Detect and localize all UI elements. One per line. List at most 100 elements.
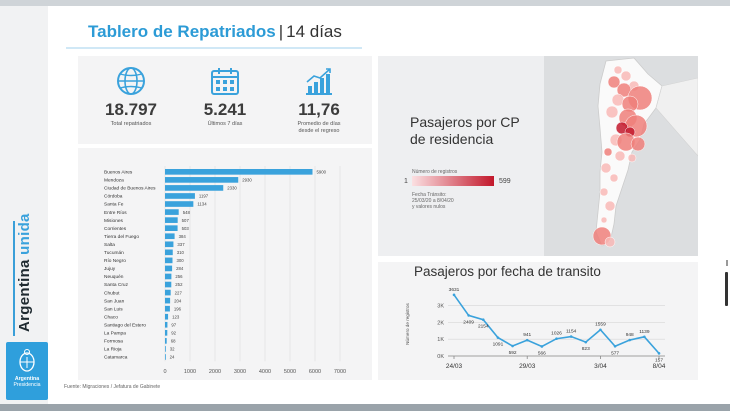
line-point	[657, 352, 661, 355]
bar	[165, 313, 169, 320]
line-x-tick-label: 29/03	[519, 363, 536, 370]
line-y-tick-label: 3K	[437, 303, 444, 309]
neighbor-shape	[655, 77, 698, 157]
map-legend-gradient	[412, 176, 494, 186]
line-value-label: 948	[626, 332, 634, 338]
bar-value-label: 300	[177, 258, 185, 263]
line-value-label: 1091	[493, 342, 504, 348]
source-note: Fuente: Migraciones / Jefatura de Gabine…	[64, 384, 161, 390]
globe-icon	[117, 67, 145, 95]
sidebar	[0, 6, 48, 404]
coat-of-arms-icon	[19, 349, 35, 372]
line-value-label: 1559	[595, 322, 606, 328]
kpi-value: 5.241	[203, 100, 247, 119]
line-value-label: 2409	[463, 319, 474, 325]
map-title-line2: de residencia	[410, 131, 494, 147]
bar	[165, 233, 175, 240]
bar	[165, 305, 170, 312]
bar-value-label: 92	[171, 331, 176, 336]
map-note-line1: Fecha Tránsito:	[412, 192, 447, 198]
line-point	[613, 344, 617, 348]
bar-value-label: 24	[170, 355, 175, 360]
bar-value-label: 2930	[242, 178, 252, 183]
map-note-line2: 25/03/20 a 8/04/20	[412, 198, 454, 204]
kpi-label: Total repatriados	[110, 121, 152, 127]
bar	[165, 273, 172, 280]
map-bubble	[630, 136, 646, 152]
bar-category-label: Buenos Aires	[104, 170, 133, 176]
line-point	[584, 340, 588, 344]
bar-category-label: San Juan	[104, 298, 125, 304]
argentina-map[interactable]	[544, 56, 698, 256]
growth-chart-icon	[306, 68, 332, 95]
sidebar-accent-line	[13, 221, 15, 336]
line-value-label: 566	[538, 350, 546, 356]
bar	[165, 217, 178, 223]
bar-value-label: 32	[170, 347, 175, 352]
line-y-tick-label: 0K	[437, 354, 444, 360]
line-point	[481, 318, 485, 322]
map-bubble	[609, 173, 619, 183]
scroll-tick	[726, 260, 728, 266]
bar-value-label: 5900	[317, 170, 327, 175]
map-legend-title: Número de registros	[412, 169, 458, 175]
bar-value-label: 337	[177, 242, 185, 247]
dashboard-title: Tablero de Repatriados	[88, 22, 276, 41]
title-period: 14 días	[286, 22, 342, 41]
bar	[165, 209, 179, 215]
bar-x-tick-label: 3000	[234, 369, 246, 375]
kpi-promedio-dias: 11,76 Promedio de días desde el regreso	[272, 64, 366, 135]
line-y-tick-label: 1K	[437, 337, 444, 343]
bar-x-tick-label: 2000	[209, 369, 221, 375]
kpi-ultimos-7-dias: 5.241 Últimos 7 días	[178, 64, 272, 128]
map-bubble	[600, 216, 608, 224]
scroll-handle[interactable]	[725, 272, 728, 306]
map-bubble	[600, 162, 612, 174]
brand-main: Argentina	[16, 259, 33, 332]
line-y-axis-label: Número de registros	[405, 302, 410, 344]
line-point	[525, 338, 529, 342]
line-value-label: 577	[611, 350, 619, 356]
bar	[165, 321, 168, 328]
bar-x-tick-label: 4000	[259, 369, 271, 375]
bar-value-label: 196	[174, 306, 182, 311]
map-legend-min: 1	[404, 178, 408, 185]
bar-category-label: Santa Fe	[104, 202, 124, 208]
bar	[165, 201, 194, 207]
line-point	[540, 345, 544, 348]
bar-value-label: 284	[176, 266, 184, 271]
map-bubble	[599, 187, 609, 197]
bar	[165, 338, 167, 344]
bar-category-label: La Rioja	[104, 347, 122, 353]
line-value-label: 823	[582, 346, 590, 352]
argentina-map-svg	[544, 56, 698, 256]
kpi-total-repatriados: 18.797 Total repatriados	[84, 64, 178, 128]
bar-value-label: 1134	[197, 202, 207, 207]
map-bubble	[613, 65, 623, 75]
bar-category-label: Santiago del Estero	[104, 322, 146, 328]
bar-category-label: Río Negro	[104, 258, 126, 264]
bar-category-label: Mendoza	[104, 178, 124, 184]
bar-category-label: Chubut	[104, 290, 120, 296]
bar-value-label: 310	[177, 250, 185, 255]
bar-x-tick-label: 1000	[184, 369, 196, 375]
line-x-tick-label: 24/03	[446, 363, 463, 370]
line-value-label: 1154	[566, 329, 577, 335]
title-separator: |	[278, 22, 284, 41]
kpi-panel: 18.797 Total repatriados 5.241 Últimos 7…	[78, 56, 372, 144]
bar-value-label: 2330	[227, 186, 237, 191]
bar-category-label: Tierra del Fuego	[104, 234, 139, 240]
map-note-line3: y valores nulos	[412, 204, 446, 210]
bar	[165, 265, 173, 272]
map-legend-note: Fecha Tránsito: 25/03/20 a 8/04/20 y val…	[412, 192, 532, 210]
bar-chart: 0 1000 2000 3000 4000 5000 6000 7000 Buenos Aire…	[104, 166, 346, 375]
bar-category-label: Jujuy	[104, 266, 116, 272]
kpi-label: Últimos 7 días	[207, 121, 243, 127]
bar-value-label: 256	[175, 274, 183, 279]
bar	[165, 177, 239, 183]
bar-value-label: 97	[171, 322, 176, 327]
title-underline	[66, 47, 362, 49]
bar-category-label: Chaco	[104, 314, 118, 320]
bar-category-label: Tucumán	[104, 250, 124, 256]
bar-x-tick-label: 0	[163, 369, 166, 375]
